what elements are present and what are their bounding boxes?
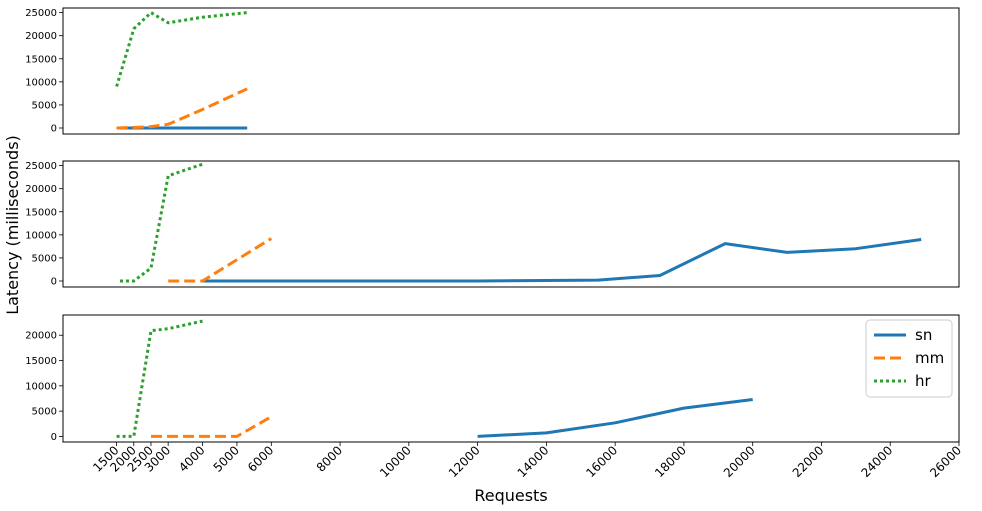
legend-label-sn: sn <box>915 326 932 344</box>
x-tick-label: 18000 <box>652 443 689 480</box>
legend-label-hr: hr <box>915 372 932 390</box>
series-line-hr <box>115 11 248 87</box>
chart-panels: 0 5000 10000 15000 20000 25000 0 5000 10000 15000… <box>25 7 964 480</box>
series-line-mm <box>168 237 273 283</box>
series-line-sn <box>202 238 922 283</box>
y-tick-label: 20000 <box>25 331 57 342</box>
y-tick-label: 20000 <box>25 31 57 42</box>
plot-frame <box>62 160 960 288</box>
x-tick-label: 24000 <box>858 443 895 480</box>
y-tick-label: 15000 <box>25 54 57 65</box>
y-tick-label: 0 <box>51 277 57 288</box>
x-tick-label: 4000 <box>176 443 207 474</box>
series-line-mm <box>151 415 273 438</box>
x-tick-label: 10000 <box>377 443 414 480</box>
series-line-hr <box>116 319 203 438</box>
y-tick-label: 5000 <box>32 253 57 264</box>
series-line-mm <box>116 87 248 130</box>
y-tick-label: 25000 <box>25 8 57 19</box>
x-tick-label: 8000 <box>314 443 345 474</box>
plot-frame <box>62 314 960 443</box>
x-tick-label: 20000 <box>721 443 758 480</box>
y-tick-label: 15000 <box>25 356 57 367</box>
panel-1: 0 5000 10000 15000 20000 25000 <box>25 7 960 135</box>
x-tick-label: 26000 <box>927 443 964 480</box>
x-tick-label: 6000 <box>245 443 276 474</box>
series-line-sn <box>477 398 753 438</box>
y-tick-label: 20000 <box>25 184 57 195</box>
legend: sn mm hr <box>865 319 953 398</box>
x-tick-label: 22000 <box>790 443 827 480</box>
x-tick-label: 5000 <box>211 443 242 474</box>
y-tick-label: 0 <box>51 124 57 135</box>
legend-label-mm: mm <box>915 349 944 367</box>
plot-frame <box>62 7 960 135</box>
series-line-hr <box>120 162 203 283</box>
panel-2: 0 5000 10000 15000 20000 25000 <box>25 160 960 288</box>
y-tick-label: 10000 <box>25 77 57 88</box>
y-tick-label: 10000 <box>25 381 57 392</box>
x-tick-label: 12000 <box>446 443 483 480</box>
y-axis-label: Latency (milliseconds) <box>3 135 22 315</box>
y-tick-label: 5000 <box>32 100 57 111</box>
y-tick-label: 0 <box>51 432 57 443</box>
x-axis-label: Requests <box>474 486 547 505</box>
y-tick-label: 15000 <box>25 207 57 218</box>
y-tick-label: 25000 <box>25 161 57 172</box>
legend-frame <box>865 319 953 398</box>
y-tick-label: 10000 <box>25 230 57 241</box>
x-tick-label: 14000 <box>515 443 552 480</box>
y-tick-label: 5000 <box>32 407 57 418</box>
x-tick-label: 16000 <box>583 443 620 480</box>
